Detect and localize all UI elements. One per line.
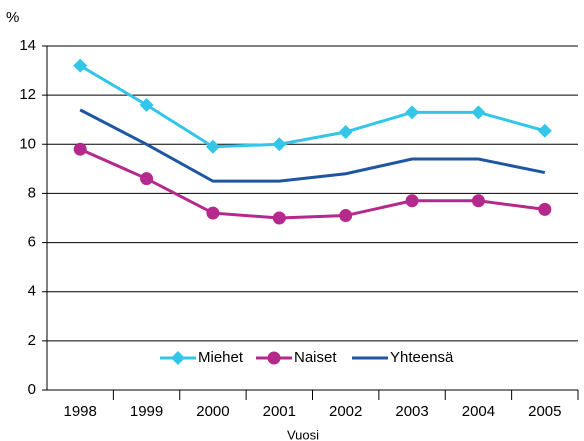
x-tick-label: 2004 (462, 403, 495, 420)
y-axis-label: % (6, 9, 19, 26)
marker (405, 105, 420, 120)
legend-label: Yhteensä (390, 349, 454, 366)
x-tick-label: 2002 (329, 403, 362, 420)
legend-item: Miehet (160, 349, 244, 366)
legend-item: Naiset (256, 349, 337, 366)
x-tick-label: 2005 (528, 403, 561, 420)
marker (272, 211, 286, 225)
x-tick-label: 2001 (263, 403, 296, 420)
marker (471, 105, 486, 120)
y-tick-label: 4 (28, 283, 36, 300)
series-line (79, 108, 546, 183)
marker (538, 202, 552, 216)
x-axis-label: Vuosi (287, 427, 319, 441)
legend-item: Yhteensä (352, 349, 454, 366)
x-tick-label: 1998 (64, 403, 97, 420)
legend-box (156, 347, 469, 369)
marker (140, 172, 154, 186)
y-tick-label: 10 (19, 135, 36, 152)
legend-label: Naiset (294, 349, 337, 366)
x-tick-label: 2000 (196, 403, 229, 420)
series-line (79, 64, 546, 149)
x-tick-label: 2003 (395, 403, 428, 420)
marker (338, 125, 353, 139)
series-line (79, 147, 546, 220)
y-tick-label: 14 (19, 37, 36, 54)
y-tick-label: 12 (19, 86, 36, 103)
marker (405, 194, 419, 208)
marker (139, 97, 154, 112)
x-tick-label: 1999 (130, 403, 163, 420)
marker (537, 123, 552, 138)
legend-label: Miehet (198, 349, 244, 366)
marker (339, 209, 353, 223)
marker (267, 351, 281, 365)
y-tick-label: 6 (28, 234, 36, 251)
y-tick-label: 2 (28, 332, 36, 349)
marker (205, 139, 220, 154)
marker (171, 351, 185, 365)
y-tick-label: 8 (28, 184, 36, 201)
marker (471, 194, 485, 208)
marker (272, 137, 287, 152)
marker (206, 206, 220, 220)
y-tick-label: 0 (28, 381, 36, 398)
marker (73, 58, 88, 73)
marker (73, 142, 87, 156)
